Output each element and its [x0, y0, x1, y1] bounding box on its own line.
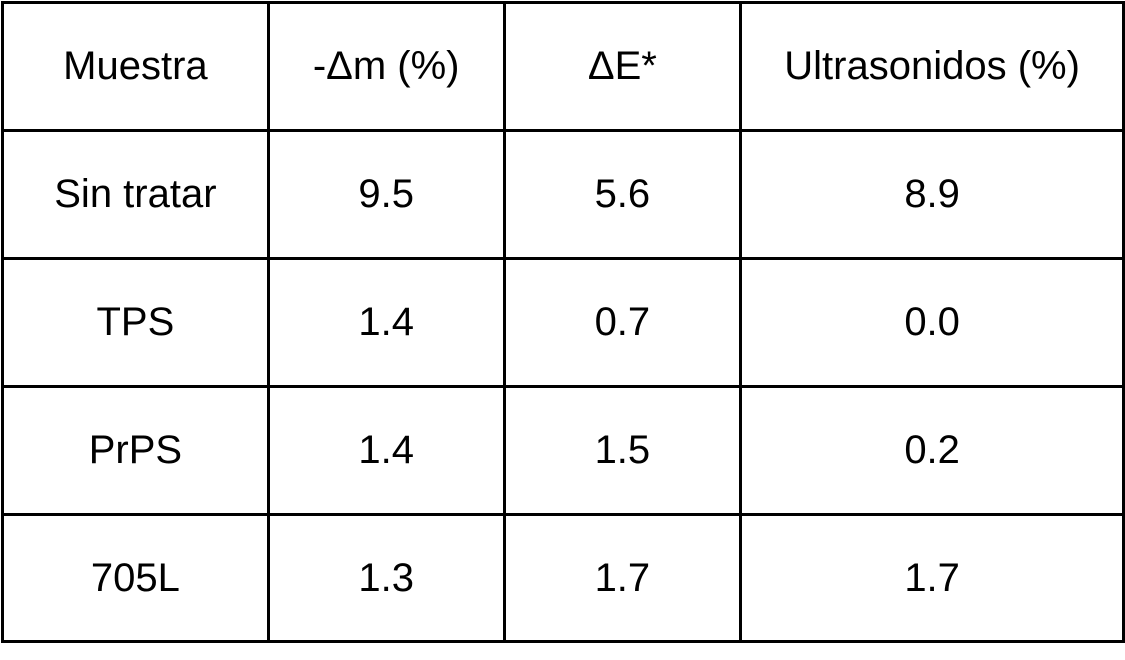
cell: 5.6: [504, 131, 741, 259]
page: {"table": {"header": ["Muestra", "-\u039…: [0, 0, 1125, 660]
cell: 0.0: [741, 259, 1124, 387]
data-row: Sin tratar9.55.68.9: [3, 131, 1124, 259]
cell: 8.9: [741, 131, 1124, 259]
cell: 1.3: [268, 515, 504, 642]
header-row: Muestra-Δm (%)ΔE*Ultrasonidos (%): [3, 3, 1124, 131]
cell: PrPS: [3, 387, 269, 515]
cell: 9.5: [268, 131, 504, 259]
cell: 1.5: [504, 387, 741, 515]
cell: 705L: [3, 515, 269, 642]
cell: Sin tratar: [3, 131, 269, 259]
header-cell: ΔE*: [504, 3, 741, 131]
header-cell: Ultrasonidos (%): [741, 3, 1124, 131]
data-row: PrPS1.41.50.2: [3, 387, 1124, 515]
header-cell: -Δm (%): [268, 3, 504, 131]
cell: 0.2: [741, 387, 1124, 515]
cell: TPS: [3, 259, 269, 387]
data-table: Muestra-Δm (%)ΔE*Ultrasonidos (%)Sin tra…: [1, 1, 1125, 643]
cell: 1.7: [741, 515, 1124, 642]
header-cell: Muestra: [3, 3, 269, 131]
cell: 1.7: [504, 515, 741, 642]
cell: 0.7: [504, 259, 741, 387]
data-row: TPS1.40.70.0: [3, 259, 1124, 387]
cell: 1.4: [268, 387, 504, 515]
data-row: 705L1.31.71.7: [3, 515, 1124, 642]
cell: 1.4: [268, 259, 504, 387]
